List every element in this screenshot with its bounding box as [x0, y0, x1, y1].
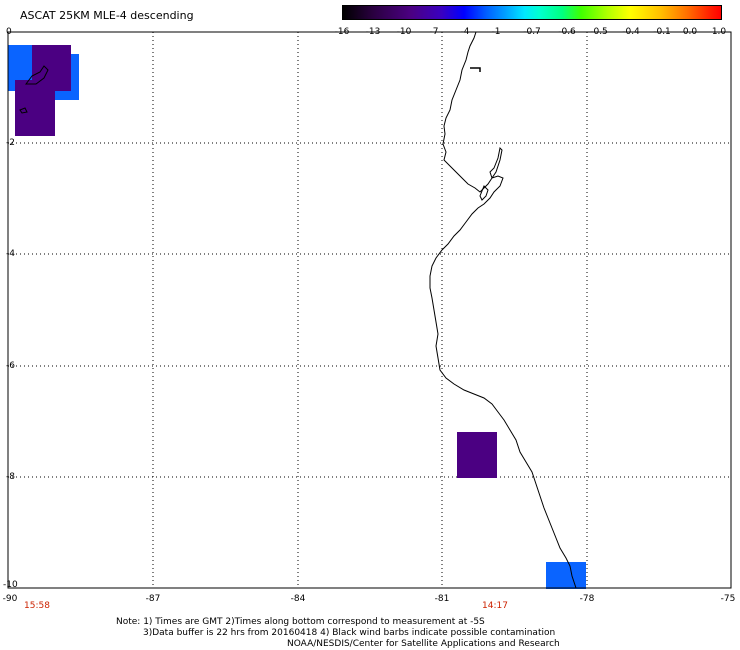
x-tick-label: -87 — [145, 594, 161, 604]
coastline-inlet — [470, 67, 481, 72]
x-tick-label: -78 — [579, 594, 595, 604]
note-line-3: NOAA/NESDIS/Center for Satellite Applica… — [287, 639, 560, 649]
plot-frame — [7, 31, 732, 589]
note-line-1: Note: 1) Times are GMT 2)Times along bot… — [116, 617, 485, 627]
wind-cell — [15, 80, 55, 136]
wind-cell — [457, 432, 497, 478]
wind-cell — [546, 562, 586, 589]
island-outline — [25, 65, 49, 85]
note-line-2: 3)Data buffer is 22 hrs from 20160418 4)… — [143, 628, 556, 638]
map-title: ASCAT 25KM MLE-4 descending — [20, 9, 194, 22]
colorbar — [342, 5, 722, 20]
x-tick-label: -75 — [720, 594, 736, 604]
x-tick-label: -84 — [290, 594, 306, 604]
y-tick-label: -4 — [6, 249, 15, 259]
y-tick-label: -10 — [3, 580, 18, 590]
y-tick-label: -6 — [6, 361, 15, 371]
wind-cells — [8, 45, 586, 589]
time-label-mid: 14:17 — [482, 601, 508, 611]
island-outline — [19, 107, 28, 114]
x-tick-label: -90 — [2, 594, 18, 604]
estuary-island — [479, 185, 489, 201]
grid — [8, 32, 731, 588]
x-tick-label: -81 — [434, 594, 450, 604]
y-tick-label: -8 — [6, 472, 15, 482]
y-tick-label: 0 — [6, 27, 12, 37]
time-label-left: 15:58 — [24, 601, 50, 611]
y-tick-label: -2 — [6, 138, 15, 148]
coastline — [429, 31, 577, 589]
